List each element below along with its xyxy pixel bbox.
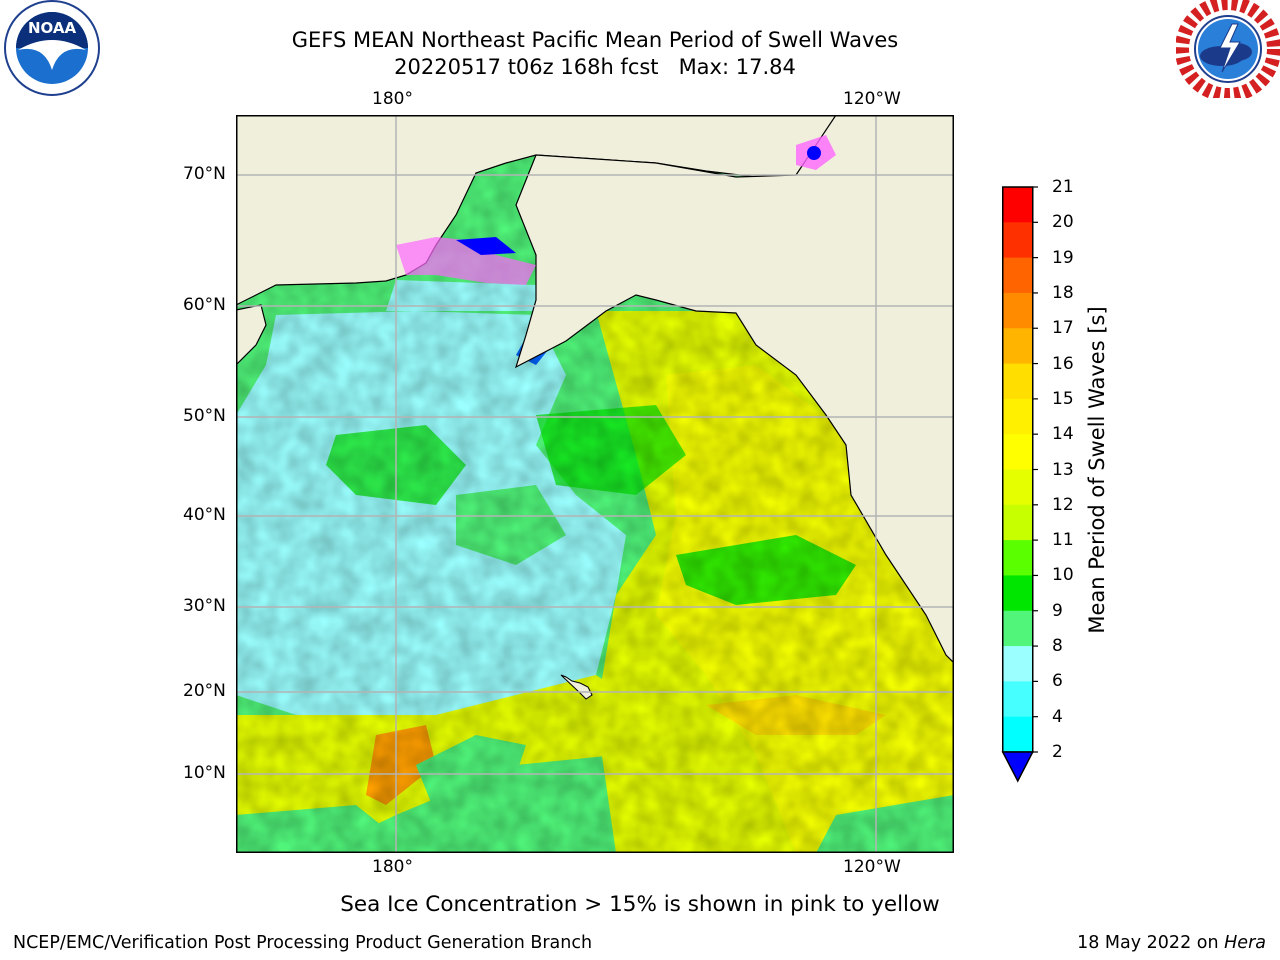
colorbar-tick-label: 19 <box>1052 247 1074 268</box>
footer-credit: NCEP/EMC/Verification Post Processing Pr… <box>13 933 593 953</box>
colorbar-segment <box>1002 681 1033 718</box>
map-subtitle: 20220517 t06z 168h fcst Max: 17.84 <box>394 55 796 79</box>
colorbar-tick-label: 21 <box>1052 177 1074 197</box>
map-title: GEFS MEAN Northeast Pacific Mean Period … <box>291 28 899 52</box>
footer-date: 18 May 2022 on Hera <box>1077 932 1266 954</box>
colorbar-tick-label: 15 <box>1052 388 1074 409</box>
swell-period-map <box>236 115 954 853</box>
colorbar-tick-label: 10 <box>1052 565 1074 586</box>
colorbar-segment <box>1002 222 1033 259</box>
colorbar-segment <box>1002 434 1033 470</box>
lon-tick-bottom-180: 180° <box>372 857 413 877</box>
colorbar-tick-label: 8 <box>1052 636 1063 657</box>
colorbar-segment <box>1002 540 1033 576</box>
colorbar-tick-label: 20 <box>1052 212 1074 233</box>
colorbar-segment <box>1002 187 1033 223</box>
colorbar-tick-label: 9 <box>1052 600 1063 621</box>
land-kamchatka <box>236 304 267 366</box>
colorbar-tick-label: 18 <box>1052 282 1074 303</box>
colorbar-segment <box>1002 716 1033 753</box>
colorbar-segment <box>1002 257 1033 294</box>
lat-tick-40n: 40°N <box>183 505 226 525</box>
colorbar <box>1001 186 1038 783</box>
colorbar-extend-arrow <box>1001 751 1034 783</box>
noaa-logo-text: NOAA <box>28 19 77 37</box>
lat-tick-70n: 70°N <box>183 164 226 184</box>
colorbar-tick-label: 12 <box>1052 494 1074 515</box>
colorbar-tick-label: 14 <box>1052 424 1074 445</box>
colorbar-title: Mean Period of Swell Waves [s] <box>1085 306 1109 634</box>
colorbar-tick-label: 16 <box>1052 353 1074 374</box>
colorbar-segment <box>1002 363 1033 400</box>
colorbar-segment <box>1002 328 1033 365</box>
lat-tick-20n: 20°N <box>183 681 226 701</box>
colorbar-tick-label: 2 <box>1052 742 1063 762</box>
sea-ice-core <box>456 237 516 255</box>
footer-date-text: 18 May 2022 on <box>1077 933 1225 953</box>
colorbar-tick-label: 6 <box>1052 671 1063 692</box>
lat-tick-50n: 50°N <box>183 406 226 426</box>
lat-tick-60n: 60°N <box>183 295 226 315</box>
colorbar-segment <box>1002 646 1033 682</box>
map-gridlines <box>236 115 954 853</box>
lon-tick-top-180: 180° <box>372 89 413 109</box>
noaa-logo: NOAA <box>4 0 100 96</box>
colorbar-segment <box>1002 575 1033 612</box>
map-frame <box>236 115 954 853</box>
colorbar-tick-label: 13 <box>1052 459 1074 480</box>
sea-ice-caption: Sea Ice Concentration > 15% is shown in … <box>340 892 940 917</box>
land-hawaii <box>560 674 593 700</box>
lon-tick-top-120w: 120°W <box>843 89 901 109</box>
lat-tick-10n: 10°N <box>183 763 226 783</box>
sea-ice-bering <box>396 237 536 285</box>
lat-tick-30n: 30°N <box>183 596 226 616</box>
colorbar-segment <box>1002 504 1033 541</box>
colorbar-segment <box>1002 398 1033 435</box>
lon-tick-bottom-120w: 120°W <box>843 857 901 877</box>
colorbar-tick-label: 17 <box>1052 318 1074 339</box>
footer-host: Hera <box>1224 933 1266 953</box>
colorbar-segment <box>1002 469 1033 506</box>
colorbar-tick-label: 11 <box>1052 530 1074 551</box>
colorbar-segment <box>1002 292 1033 329</box>
nws-logo <box>1176 0 1280 98</box>
colorbar-tick-label: 4 <box>1052 706 1063 727</box>
colorbar-segment <box>1002 610 1033 647</box>
